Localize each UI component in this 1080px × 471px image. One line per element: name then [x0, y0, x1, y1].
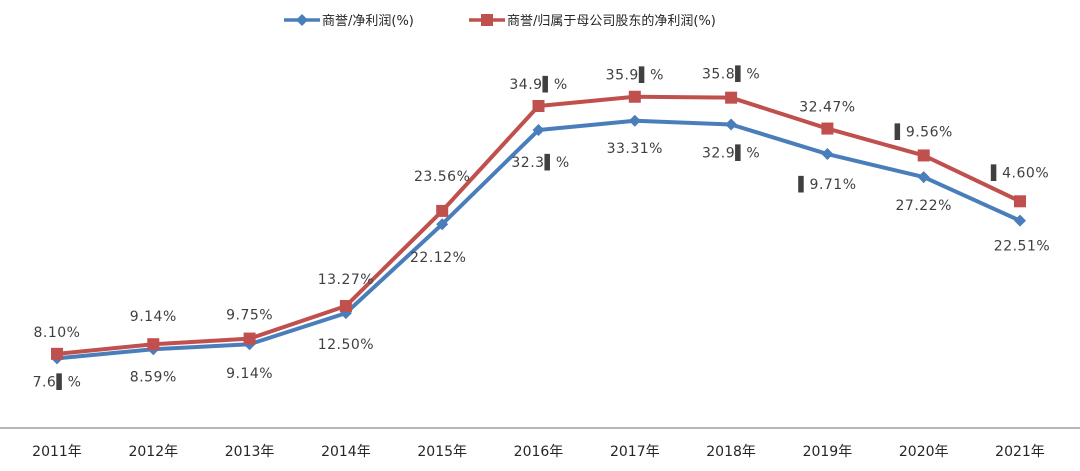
data-label: 9.14%	[130, 309, 177, 325]
data-label: ▌9.56%	[894, 122, 953, 140]
series-goodwill-parent-net-profit: 8.10% 9.14% 9.75% 13.27% 23.56% 34.9▌% 35.9▌% 3…	[34, 65, 1049, 360]
data-point	[1014, 195, 1026, 208]
data-point	[339, 300, 352, 313]
data-point	[436, 204, 449, 217]
plot-area: 7.6▌% 8.59% 9.14% 12.50% 22.12% 32.3▌% 33.31% 3…	[33, 65, 1050, 391]
data-point	[821, 122, 834, 135]
data-point	[1014, 214, 1026, 227]
data-label: 32.3▌%	[511, 153, 569, 171]
data-label: 8.10%	[34, 325, 81, 341]
legend-label: 商誉/净利润(%)	[322, 14, 414, 29]
x-tick-label: 2020年	[899, 444, 949, 460]
data-label: 33.31%	[607, 141, 663, 157]
x-tick-label: 2016年	[514, 444, 564, 460]
data-point	[532, 124, 545, 137]
x-tick-label: 2013年	[225, 444, 275, 460]
legend-marker	[296, 14, 308, 26]
data-point	[147, 338, 160, 351]
x-axis: 2011年 2012年 2013年 2014年 2015年 2016年 2017年 2018年…	[0, 427, 1080, 460]
legend: 商誉/净利润(%) 商誉/归属于母公司股东的净利润(%)	[284, 13, 716, 29]
data-point	[917, 149, 930, 162]
x-tick-label: 2012年	[128, 444, 178, 460]
data-label: 22.51%	[994, 239, 1050, 255]
data-point	[725, 118, 738, 131]
data-label: ▌9.71%	[797, 175, 856, 193]
data-point	[243, 332, 256, 345]
data-label: 9.75%	[226, 308, 273, 324]
data-label: 35.8▌%	[702, 65, 760, 83]
legend-marker	[481, 14, 493, 26]
data-label: 32.47%	[799, 100, 855, 116]
data-label: 13.27%	[318, 272, 374, 288]
data-point	[51, 347, 63, 360]
data-point	[917, 171, 930, 184]
data-label: 23.56%	[414, 169, 470, 185]
data-point	[628, 114, 641, 127]
data-point	[436, 218, 449, 231]
x-tick-label: 2014年	[321, 444, 371, 460]
x-tick-label: 2015年	[417, 444, 467, 460]
data-label: 35.9▌%	[606, 66, 664, 84]
legend-label: 商誉/归属于母公司股东的净利润(%)	[507, 13, 716, 29]
data-label: 7.6▌%	[33, 372, 82, 390]
series-goodwill-net-profit: 7.6▌% 8.59% 9.14% 12.50% 22.12% 32.3▌% 33.31% 3…	[33, 114, 1050, 390]
data-point	[532, 99, 545, 112]
data-label: 9.14%	[226, 366, 273, 382]
data-point	[628, 90, 641, 103]
x-tick-label: 2019年	[803, 444, 853, 460]
data-label: 8.59%	[130, 369, 177, 385]
data-label: 22.12%	[410, 250, 466, 266]
data-label: 32.9▌%	[702, 143, 760, 161]
data-label: 34.9▌%	[509, 75, 567, 93]
data-point	[821, 148, 834, 161]
data-point	[725, 91, 738, 104]
x-tick-label: 2018年	[706, 444, 756, 460]
data-label: 27.22%	[896, 198, 952, 214]
data-label: ▌4.60%	[990, 163, 1049, 181]
x-tick-label: 2011年	[32, 444, 82, 460]
data-label: 12.50%	[318, 337, 374, 353]
x-tick-label: 2021年	[995, 444, 1045, 460]
x-tick-label: 2017年	[610, 444, 660, 460]
